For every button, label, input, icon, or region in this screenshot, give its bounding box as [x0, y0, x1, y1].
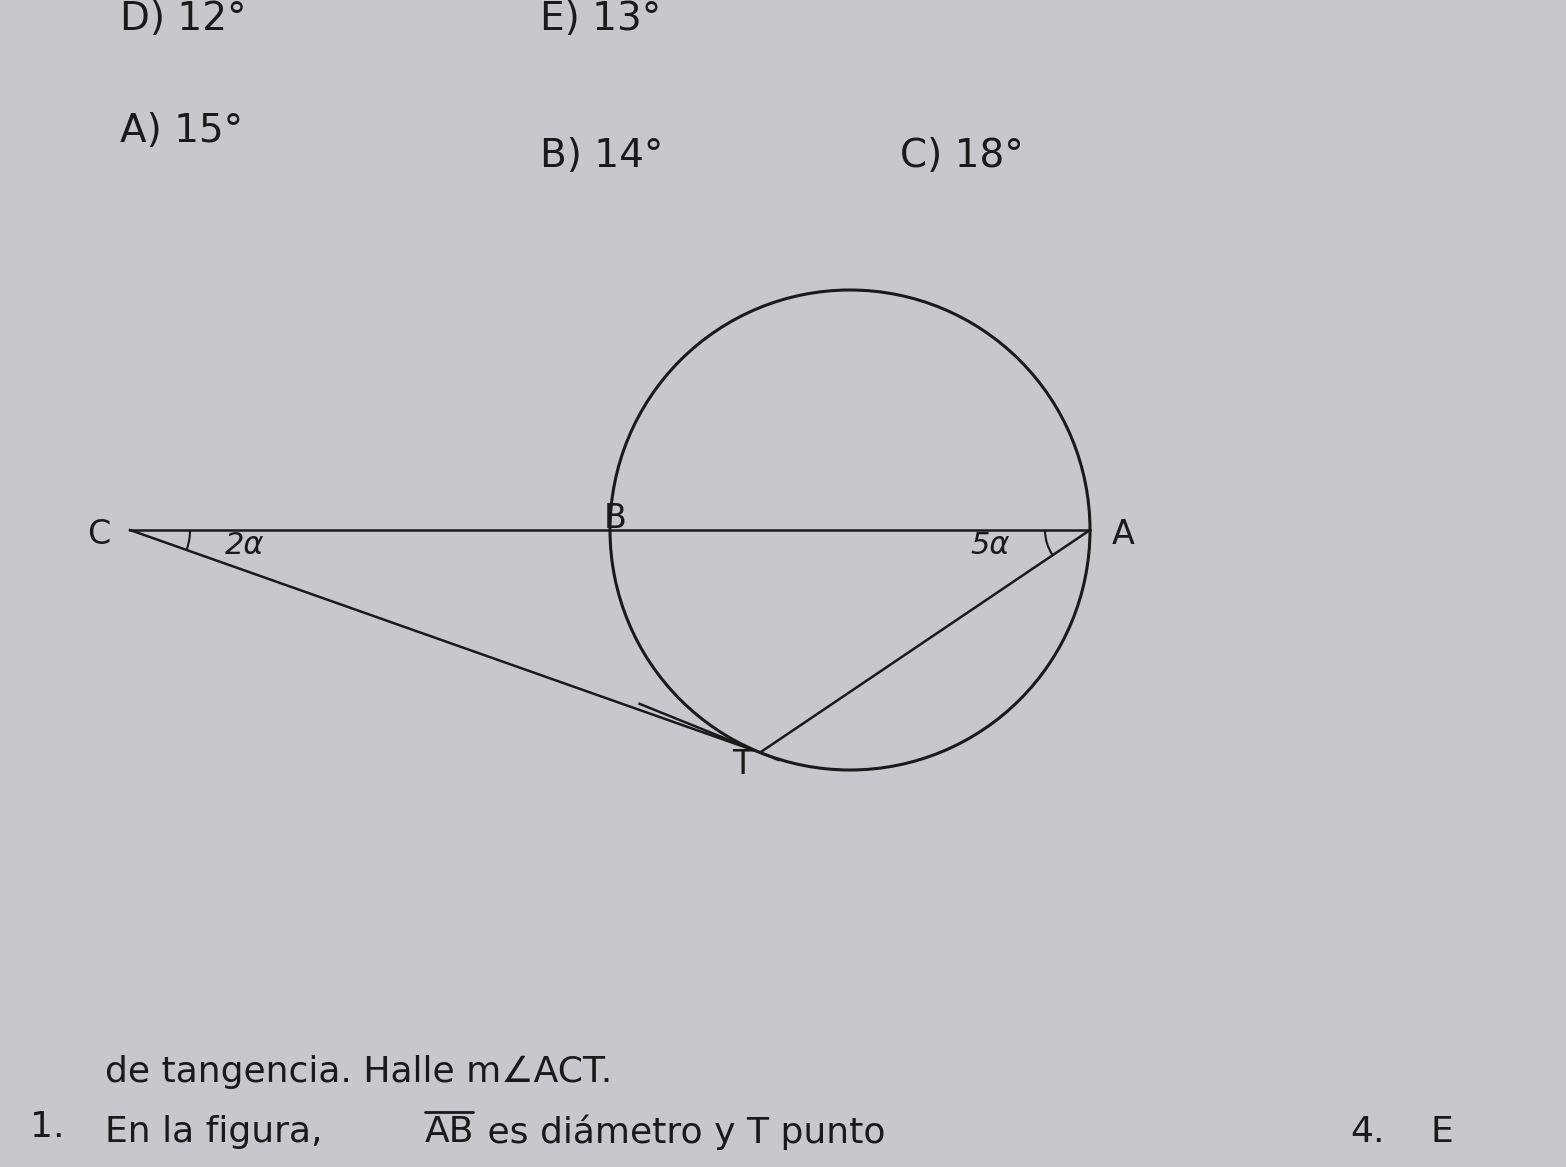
Text: T: T	[731, 748, 752, 781]
Text: E) 13°: E) 13°	[540, 0, 661, 39]
Text: es diámetro y T punto: es diámetro y T punto	[476, 1114, 885, 1151]
Text: 2α: 2α	[226, 531, 265, 560]
Text: 1.: 1.	[30, 1110, 64, 1144]
Text: C: C	[86, 518, 110, 552]
Text: 4.: 4.	[1350, 1114, 1384, 1149]
Text: AB: AB	[424, 1114, 474, 1149]
Text: E: E	[1430, 1114, 1453, 1149]
Text: C) 18°: C) 18°	[900, 137, 1024, 175]
Text: A: A	[1112, 518, 1135, 552]
Text: B: B	[603, 502, 626, 534]
Text: D) 12°: D) 12°	[121, 0, 246, 39]
Text: En la figura,: En la figura,	[105, 1114, 334, 1149]
Text: B) 14°: B) 14°	[540, 137, 664, 175]
Text: A) 15°: A) 15°	[121, 112, 243, 151]
Text: de tangencia. Halle m∠ACT.: de tangencia. Halle m∠ACT.	[105, 1055, 612, 1089]
Text: 5α: 5α	[971, 531, 1010, 560]
